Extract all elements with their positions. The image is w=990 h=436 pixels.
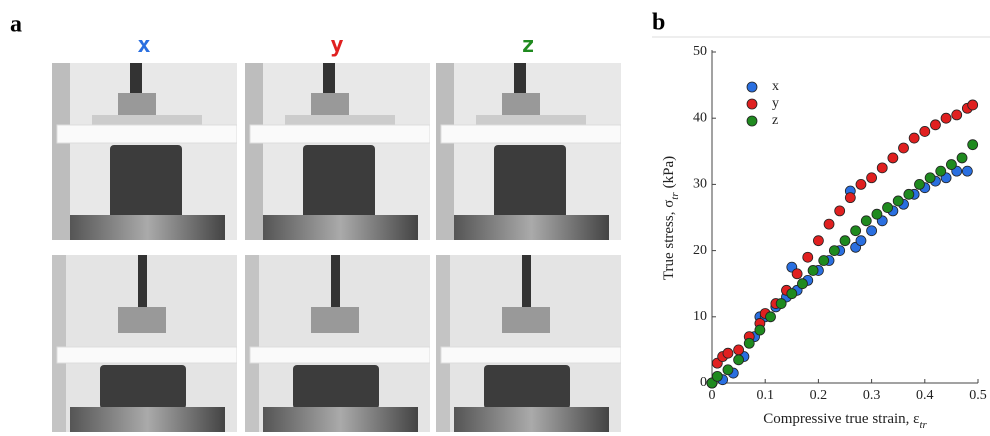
point (866, 172, 877, 184)
legend-label: z (772, 113, 778, 128)
point (898, 142, 909, 154)
point (722, 347, 734, 359)
point (765, 311, 776, 323)
point (786, 288, 798, 300)
x-tick-label: 0.1 (756, 388, 774, 403)
point (855, 235, 867, 247)
x-tick-label: 0 (709, 388, 716, 403)
point (887, 152, 899, 164)
legend-marker (746, 98, 758, 110)
point (930, 119, 941, 131)
point (733, 354, 744, 366)
point (754, 324, 766, 336)
point (711, 370, 723, 382)
point (940, 112, 952, 124)
y-axis-label: True stress, σtr (kPa) (661, 156, 680, 280)
point (935, 165, 947, 177)
y-tick-label: 0 (700, 375, 707, 390)
point (839, 235, 851, 247)
y-axis-label-unit: (kPa) (661, 156, 677, 189)
point (722, 364, 734, 376)
x-axis-label-subscript: tr (919, 419, 927, 431)
point (892, 195, 904, 207)
photo (245, 255, 430, 432)
point (850, 225, 862, 237)
point (866, 225, 877, 237)
photo (436, 255, 621, 432)
point (802, 251, 814, 263)
x-tick-label: 0.4 (916, 388, 934, 403)
column-label: y (330, 33, 343, 58)
legend-marker (746, 115, 758, 127)
point (813, 235, 824, 247)
point (797, 278, 808, 290)
y-tick-label: 10 (693, 309, 707, 324)
x-tick-label: 0.3 (863, 388, 881, 403)
point (956, 152, 968, 164)
point (967, 139, 979, 151)
y-tick-label: 30 (693, 177, 707, 192)
column-label: x (137, 33, 150, 58)
point (946, 159, 957, 170)
point (860, 215, 872, 227)
point (855, 178, 867, 190)
point (818, 255, 830, 266)
photo (436, 63, 621, 240)
column-label: z (521, 33, 534, 58)
point (908, 132, 920, 144)
x-tick-label: 0.2 (810, 388, 828, 403)
y-axis-label-subscript: tr (669, 192, 681, 200)
point (967, 99, 979, 111)
x-axis-label: Compressive true strain, εtr (763, 411, 927, 430)
y-tick-label: 40 (693, 110, 707, 125)
photo (52, 63, 237, 240)
point (951, 109, 963, 121)
point (791, 268, 803, 280)
x-axis-label-text: Compressive true strain, ε (763, 411, 919, 427)
y-tick-label: 20 (693, 243, 707, 258)
photo (52, 255, 237, 432)
legend-label: x (772, 79, 779, 94)
point (876, 162, 888, 174)
x-tick-label: 0.5 (969, 388, 987, 403)
point (919, 126, 931, 137)
point (961, 165, 973, 177)
point (871, 208, 883, 220)
point (775, 298, 787, 309)
panel-label: a (10, 12, 22, 38)
point (914, 178, 925, 190)
point (823, 218, 835, 230)
point (844, 192, 856, 204)
point (924, 172, 936, 184)
photo (245, 63, 430, 240)
y-tick-label: 50 (693, 44, 707, 59)
y-axis-label-text: True stress, σ (661, 200, 677, 280)
point (834, 205, 846, 217)
point (903, 188, 915, 200)
photo-grid (52, 63, 621, 432)
point (733, 344, 744, 356)
panel-label: b (652, 10, 665, 36)
point (882, 202, 893, 213)
legend-label: y (772, 96, 779, 111)
point (743, 337, 755, 349)
legend-marker (746, 81, 758, 93)
point (828, 245, 840, 257)
point (807, 265, 819, 276)
